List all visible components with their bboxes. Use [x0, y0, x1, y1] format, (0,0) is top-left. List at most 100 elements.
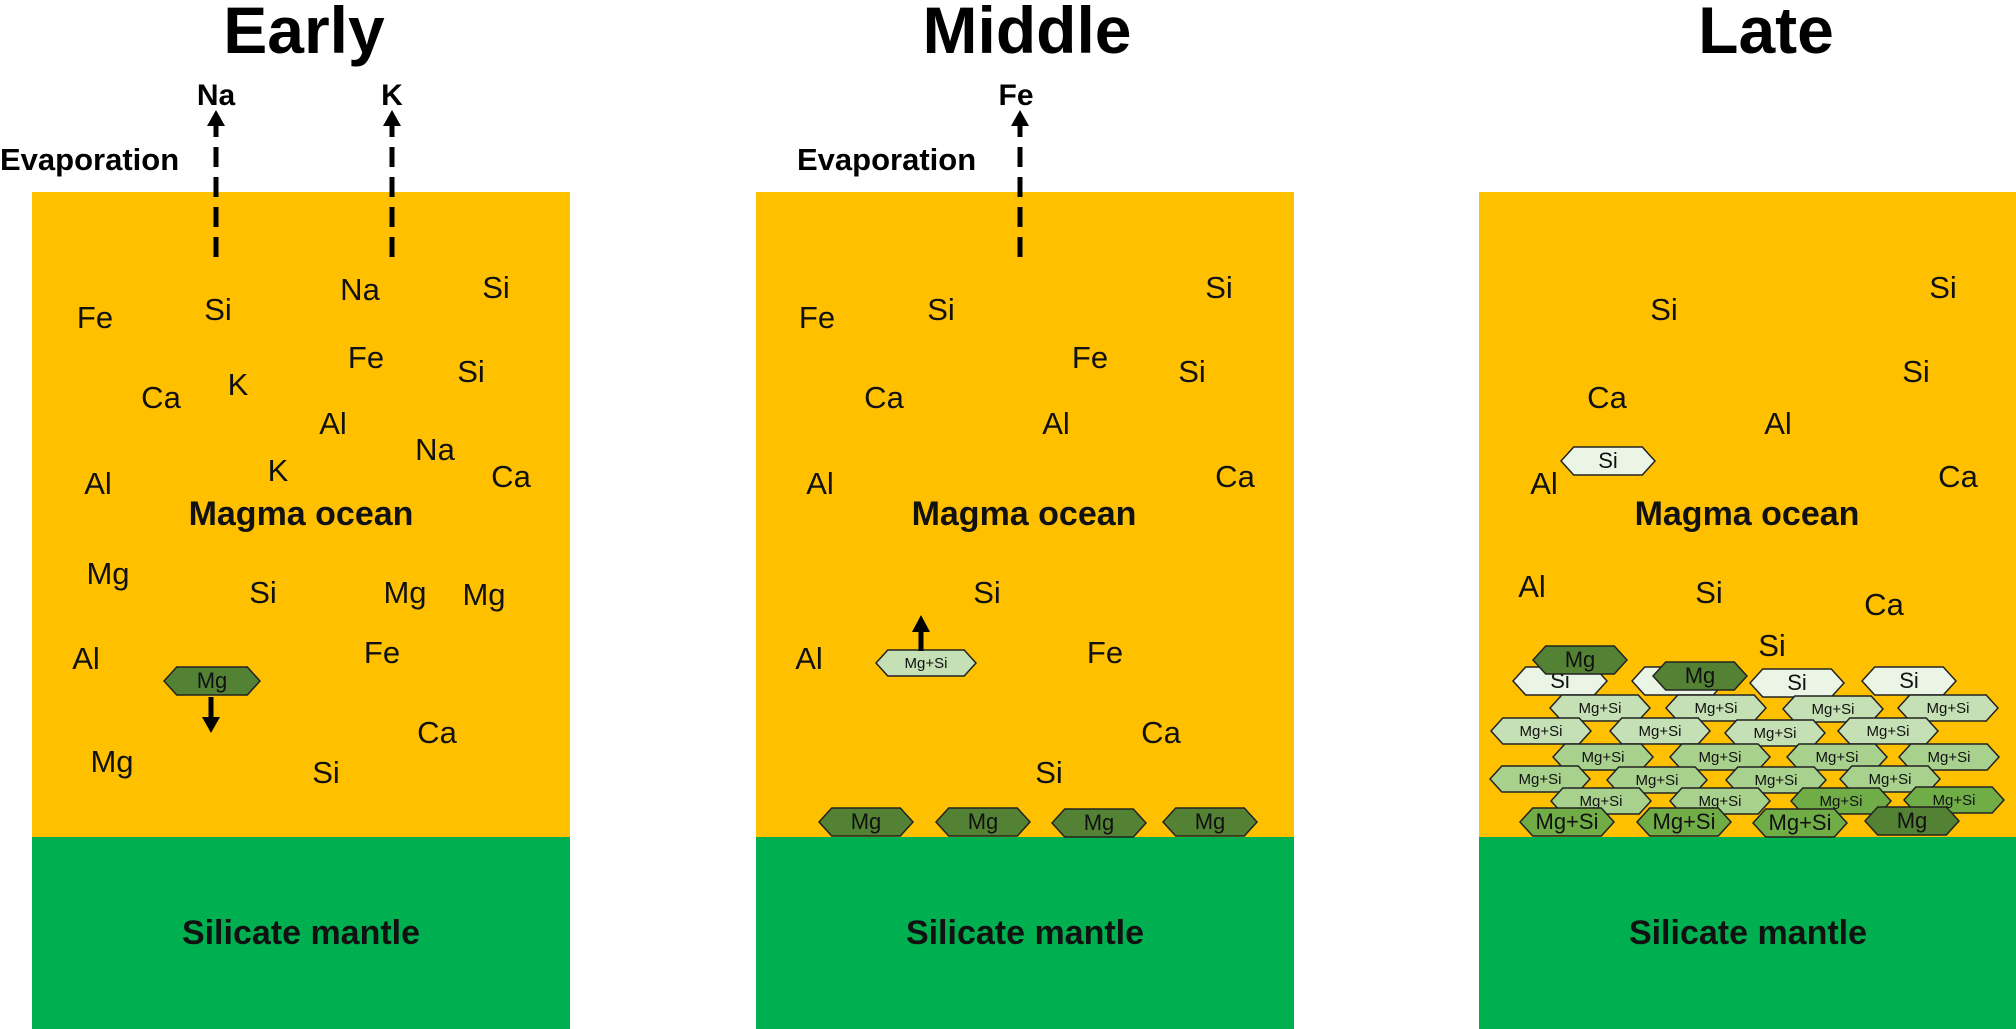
crystal-label: Mg+Si — [1638, 722, 1682, 740]
crystal-label: Mg+Si — [1768, 810, 1832, 835]
crystal-label: Mg+Si — [1535, 809, 1599, 834]
element-label: Mg — [86, 556, 130, 591]
element-label: Ca — [1141, 715, 1181, 750]
crystal-mgsi-mid: Mg+Si — [1724, 766, 1828, 794]
element-label: Ca — [1587, 380, 1627, 415]
element-label: Si — [1178, 354, 1206, 389]
crystal-mgsi-dark: Mg+Si — [1635, 807, 1733, 837]
crystal-mg: Mg — [1050, 808, 1148, 838]
element-label: Al — [319, 406, 347, 441]
element-label: Na — [340, 272, 380, 307]
magma-ocean-layer-early — [32, 192, 570, 837]
panel-title-early: Early — [223, 0, 385, 67]
crystal-si: Si — [1748, 668, 1846, 698]
crystal-label: Mg+Si — [1519, 722, 1563, 740]
element-label: Mg — [383, 575, 427, 610]
crystal-mgsi-dark: Mg+Si — [1751, 808, 1849, 838]
element-label: Al — [1764, 406, 1792, 441]
crystal-label: Mg+Si — [1815, 748, 1859, 766]
element-label: Ca — [864, 380, 904, 415]
crystal-mgsi-light: Mg+Si — [1723, 719, 1827, 747]
crystal-label: Mg+Si — [1698, 748, 1742, 766]
crystal-mg: Mg — [1161, 807, 1259, 837]
element-label: Al — [72, 641, 100, 676]
crystal-mg: Mg — [1863, 806, 1961, 836]
crystal-label: Mg+Si — [1926, 699, 1970, 717]
crystal-mgsi-light: Mg+Si — [1608, 717, 1712, 745]
evaporating-element-na: Na — [196, 79, 236, 112]
panel-title-middle: Middle — [922, 0, 1132, 67]
crystal-mgsi-light: Mg+Si — [1896, 694, 2000, 722]
magma-ocean-label: Magma ocean — [1634, 495, 1860, 533]
crystal-label: Mg+Si — [1932, 791, 1976, 809]
element-label: Si — [1035, 755, 1063, 790]
evaporation-label-early: Evaporation — [0, 142, 180, 177]
crystal-label: Mg — [1564, 647, 1596, 672]
evaporating-element-fe: Fe — [998, 79, 1034, 112]
crystal-label: Mg+Si — [1578, 699, 1622, 717]
element-label: Ca — [1938, 459, 1978, 494]
element-label: Fe — [1086, 635, 1124, 670]
crystal-mgsi-dark: Mg+Si — [1518, 807, 1616, 837]
sinking-arrowhead — [202, 717, 220, 733]
crystal-label: Mg+Si — [1868, 770, 1912, 788]
crystal-mgsi-dark: Mg+Si — [1789, 787, 1893, 815]
element-label: Si — [1695, 575, 1723, 610]
crystal-label: Si — [1899, 668, 1919, 693]
crystal-mgsi-mid: Mg+Si — [1551, 743, 1655, 771]
crystal-mgsi-light: Mg+Si — [1836, 717, 1940, 745]
mantle-label: Silicate mantle — [905, 913, 1145, 952]
element-label: Si — [1650, 292, 1678, 327]
crystal-mgsi-mid: Mg+Si — [1897, 743, 2001, 771]
element-label: Fe — [363, 635, 401, 670]
element-label: Fe — [798, 300, 836, 335]
evaporating-element-k: K — [381, 79, 403, 112]
crystal-mgsi-mid: Mg+Si — [1605, 766, 1709, 794]
crystal-label: Mg — [1194, 809, 1226, 834]
crystal-label: Mg+Si — [1927, 748, 1971, 766]
element-label: Al — [84, 466, 112, 501]
element-label: Si — [927, 292, 955, 327]
element-label: Ca — [1215, 459, 1255, 494]
crystal-label: Mg+Si — [1635, 771, 1679, 789]
crystal-label: Mg+Si — [1694, 699, 1738, 717]
crystal-label: Mg+Si — [1753, 724, 1797, 742]
element-label: Al — [806, 466, 834, 501]
crystal-label: Mg+Si — [1819, 792, 1863, 810]
crystal-mg: Mg — [934, 807, 1032, 837]
element-label: Si — [204, 292, 232, 327]
element-label: Si — [973, 575, 1001, 610]
crystal-label: Mg — [850, 809, 882, 834]
element-label: Ca — [491, 459, 531, 494]
silicate-mantle-late: Silicate mantle — [1479, 837, 2016, 1029]
crystal-label: Mg — [967, 809, 999, 834]
crystal-mgsi-light: Mg+Si — [874, 649, 978, 677]
element-label: Si — [249, 575, 277, 610]
element-label: Fe — [1071, 340, 1109, 375]
element-label: K — [227, 367, 249, 402]
element-label: Ca — [1864, 587, 1904, 622]
arrowhead-na — [207, 110, 225, 126]
element-label: Ca — [417, 715, 457, 750]
element-label: Si — [1929, 270, 1957, 305]
element-label: Mg — [462, 577, 506, 612]
mantle-label: Silicate mantle — [1628, 913, 1868, 952]
element-label: Al — [795, 641, 823, 676]
element-label: Si — [457, 354, 485, 389]
crystal-label: Mg — [1083, 810, 1115, 835]
crystal-label: Mg — [196, 668, 228, 693]
crystal-mgsi-mid: Mg+Si — [1838, 765, 1942, 793]
element-label: Si — [1758, 628, 1786, 663]
crystal-label: Mg+Si — [904, 654, 948, 672]
mantle-label: Silicate mantle — [181, 913, 421, 952]
crystal-label: Mg+Si — [1698, 792, 1742, 810]
crystal-mgsi-light: Mg+Si — [1548, 694, 1652, 722]
element-label: Na — [415, 432, 455, 467]
element-label: Fe — [347, 340, 385, 375]
crystal-si: Si — [1559, 446, 1657, 476]
panel-title-late: Late — [1698, 0, 1834, 67]
arrowhead-fe — [1011, 110, 1029, 126]
crystal-label: Mg+Si — [1866, 722, 1910, 740]
element-label: Si — [482, 270, 510, 305]
element-label: Si — [1205, 270, 1233, 305]
